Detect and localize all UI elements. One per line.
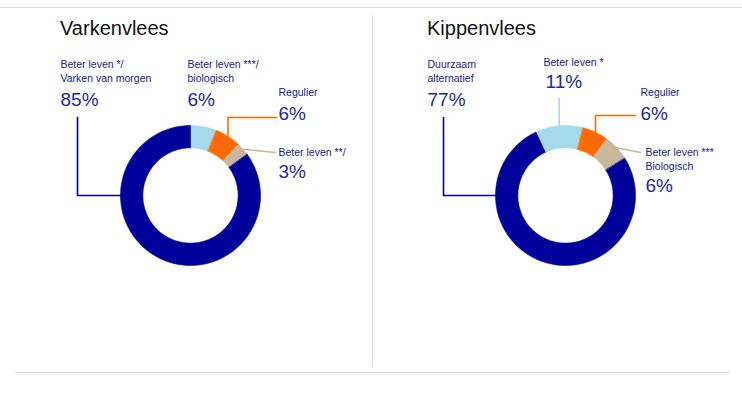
svg-text:6%: 6%	[279, 103, 307, 124]
svg-text:11%: 11%	[546, 71, 583, 92]
svg-text:Beter leven *: Beter leven *	[544, 56, 604, 68]
svg-text:6%: 6%	[641, 103, 669, 124]
svg-text:3%: 3%	[279, 161, 307, 182]
svg-text:Duurzaamalternatief: Duurzaamalternatief	[428, 58, 477, 84]
svg-text:Beter leven */Varken van morge: Beter leven */Varken van morgen	[61, 58, 152, 84]
svg-text:6%: 6%	[646, 175, 674, 196]
html-text:Kippenvlees: Kippenvlees	[427, 17, 536, 39]
svg-text:6%: 6%	[188, 89, 216, 110]
svg-text:Regulier: Regulier	[641, 86, 681, 98]
svg-text:Beter leven ***/biologisch: Beter leven ***/biologisch	[188, 58, 259, 84]
svg-text:Beter leven **/: Beter leven **/	[279, 146, 346, 158]
svg-text:Regulier: Regulier	[279, 86, 319, 98]
svg-text:85%: 85%	[61, 89, 99, 110]
svg-text:Beter leven ***Biologisch: Beter leven ***Biologisch	[646, 146, 714, 172]
svg-text:77%: 77%	[428, 89, 466, 110]
html-text:Varkenvlees: Varkenvlees	[60, 17, 169, 39]
